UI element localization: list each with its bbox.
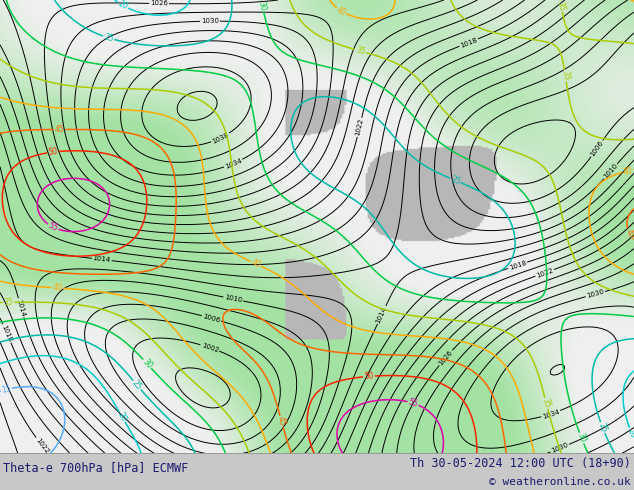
Text: 1034: 1034 (224, 157, 243, 170)
Text: 55: 55 (47, 221, 60, 233)
Text: 1030: 1030 (550, 442, 569, 454)
Text: 1026: 1026 (437, 349, 454, 367)
Text: 1038: 1038 (211, 131, 230, 145)
Text: 50: 50 (364, 371, 374, 381)
Text: 1010: 1010 (224, 294, 243, 304)
Text: 25: 25 (103, 32, 115, 44)
Text: 20: 20 (117, 0, 129, 12)
Text: 1022: 1022 (34, 437, 49, 455)
Text: 1022: 1022 (354, 118, 365, 137)
Text: 1018: 1018 (459, 37, 478, 49)
Text: 1010: 1010 (602, 163, 619, 180)
Text: 35: 35 (354, 46, 366, 57)
Text: 35: 35 (4, 298, 13, 307)
Text: 1006: 1006 (589, 140, 605, 158)
Text: 35: 35 (556, 0, 567, 12)
Text: 1002: 1002 (200, 342, 219, 353)
Text: 1006: 1006 (202, 313, 221, 323)
Text: 1030: 1030 (201, 18, 219, 24)
Text: 20: 20 (116, 411, 128, 423)
Text: 1014: 1014 (16, 298, 27, 317)
Text: 1014: 1014 (93, 255, 111, 264)
Text: 50: 50 (48, 147, 58, 157)
Text: 40: 40 (335, 5, 348, 18)
Text: 1034: 1034 (541, 408, 560, 419)
Text: 35: 35 (560, 70, 571, 81)
Text: Theta-e 700hPa [hPa] ECMWF: Theta-e 700hPa [hPa] ECMWF (3, 461, 188, 474)
Text: © weatheronline.co.uk: © weatheronline.co.uk (489, 477, 631, 487)
Text: 30: 30 (141, 357, 154, 370)
Text: Th 30-05-2024 12:00 UTC (18+90): Th 30-05-2024 12:00 UTC (18+90) (410, 457, 631, 470)
Text: 20: 20 (626, 427, 634, 440)
Text: 1018: 1018 (1, 324, 13, 343)
Text: 40: 40 (622, 166, 633, 176)
Text: 15: 15 (1, 384, 12, 395)
Text: 40: 40 (249, 258, 262, 270)
Text: 1030: 1030 (586, 289, 605, 299)
Text: 25: 25 (597, 421, 609, 434)
Text: 1018: 1018 (508, 260, 527, 271)
Text: 25: 25 (131, 378, 143, 392)
Text: 45: 45 (623, 227, 634, 240)
Text: 45: 45 (276, 416, 287, 427)
Text: 30: 30 (257, 0, 268, 12)
Text: 1022: 1022 (535, 267, 554, 279)
Text: 30: 30 (576, 432, 588, 444)
Text: 55: 55 (407, 397, 419, 409)
Text: 45: 45 (55, 125, 64, 134)
Text: 35: 35 (541, 397, 552, 409)
Text: 25: 25 (450, 174, 462, 186)
Text: 1014: 1014 (375, 305, 388, 324)
Text: 40: 40 (52, 283, 62, 293)
Text: 1026: 1026 (150, 0, 168, 7)
